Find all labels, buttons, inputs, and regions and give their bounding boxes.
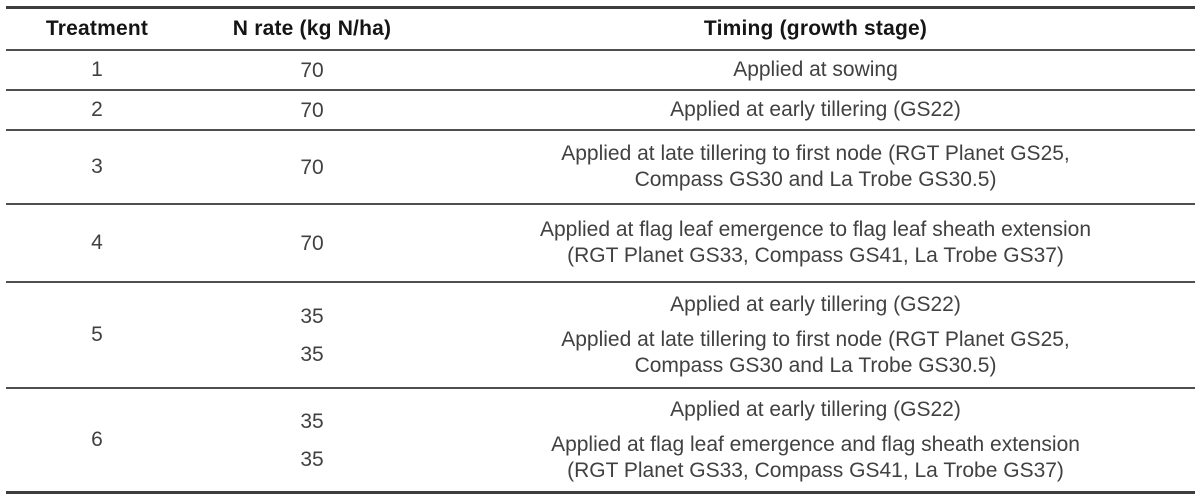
treatment-table: Treatment N rate (kg N/ha) Timing (growt… xyxy=(6,6,1195,494)
timing-line: Compass GS30 and La Trobe GS30.5) xyxy=(634,353,997,377)
col-header-n-rate: N rate (kg N/ha) xyxy=(232,17,392,40)
timing-line: Applied at late tillering to first node … xyxy=(561,142,1070,165)
timing-entry: Applied at flag leaf emergence to flag l… xyxy=(436,217,1195,269)
timing-cell: Applied at early tillering (GS22) Applie… xyxy=(436,391,1195,490)
table-row: 6 35 35 Applied at early tillering (GS22… xyxy=(6,389,1195,491)
timing-cell: Applied at early tillering (GS22) Applie… xyxy=(436,286,1195,385)
timing-cell: Applied at late tillering to first node … xyxy=(436,135,1195,199)
n-rate-value: 35 xyxy=(300,409,324,433)
n-rate-cell: 70 xyxy=(188,58,436,83)
treatment-cell: 5 xyxy=(91,323,103,346)
n-rate-cell: 70 xyxy=(188,155,436,180)
n-rate-value: 35 xyxy=(300,342,324,366)
timing-line: Compass GS30 and La Trobe GS30.5) xyxy=(634,168,997,191)
timing-entry: Applied at late tillering to first node … xyxy=(436,327,1195,379)
table-row: 1 70 Applied at sowing xyxy=(6,51,1195,91)
timing-line: Applied at flag leaf emergence to flag l… xyxy=(539,218,1092,241)
table-row: 4 70 Applied at flag leaf emergence to f… xyxy=(6,205,1195,283)
n-rate-value: 70 xyxy=(300,155,324,179)
timing-cell: Applied at flag leaf emergence to flag l… xyxy=(436,211,1195,275)
treatment-cell: 2 xyxy=(91,98,103,121)
timing-line: Applied at flag leaf emergence and flag … xyxy=(551,432,1080,456)
col-header-timing: Timing (growth stage) xyxy=(703,17,928,40)
treatment-cell: 4 xyxy=(91,231,103,254)
table-header-row: Treatment N rate (kg N/ha) Timing (growt… xyxy=(6,9,1195,51)
col-header-treatment: Treatment xyxy=(45,17,149,40)
n-rate-value: 35 xyxy=(300,304,324,328)
n-rate-value: 70 xyxy=(300,98,324,122)
timing-line: Applied at early tillering (GS22) xyxy=(670,397,961,421)
timing-entry: Applied at late tillering to first node … xyxy=(436,141,1195,193)
timing-entry: Applied at sowing xyxy=(436,57,1195,83)
timing-line: Applied at early tillering (GS22) xyxy=(670,292,961,316)
timing-line: (RGT Planet GS33, Compass GS41, La Trobe… xyxy=(567,244,1064,267)
treatment-cell: 1 xyxy=(91,58,103,81)
timing-cell: Applied at sowing xyxy=(436,51,1195,89)
timing-line: Applied at late tillering to first node … xyxy=(561,327,1070,351)
treatment-cell: 3 xyxy=(91,155,103,178)
timing-cell: Applied at early tillering (GS22) xyxy=(436,91,1195,129)
table-row: 3 70 Applied at late tillering to first … xyxy=(6,131,1195,205)
n-rate-cell: 35 35 xyxy=(188,304,436,367)
timing-entry: Applied at flag leaf emergence and flag … xyxy=(436,432,1195,484)
timing-line: (RGT Planet GS33, Compass GS41, La Trobe… xyxy=(567,458,1064,482)
timing-entry: Applied at early tillering (GS22) xyxy=(436,97,1195,123)
table-row: 2 70 Applied at early tillering (GS22) xyxy=(6,91,1195,131)
n-rate-value: 70 xyxy=(300,231,324,255)
timing-line: Applied at early tillering (GS22) xyxy=(670,98,961,121)
n-rate-cell: 70 xyxy=(188,231,436,256)
timing-entry: Applied at early tillering (GS22) xyxy=(436,292,1195,318)
table-row: 5 35 35 Applied at early tillering (GS22… xyxy=(6,283,1195,389)
treatment-cell: 6 xyxy=(91,428,103,451)
n-rate-value: 35 xyxy=(300,447,324,471)
timing-entry: Applied at early tillering (GS22) xyxy=(436,397,1195,423)
n-rate-cell: 70 xyxy=(188,98,436,123)
n-rate-cell: 35 35 xyxy=(188,409,436,472)
n-rate-value: 70 xyxy=(300,58,324,82)
timing-line: Applied at sowing xyxy=(733,58,898,81)
